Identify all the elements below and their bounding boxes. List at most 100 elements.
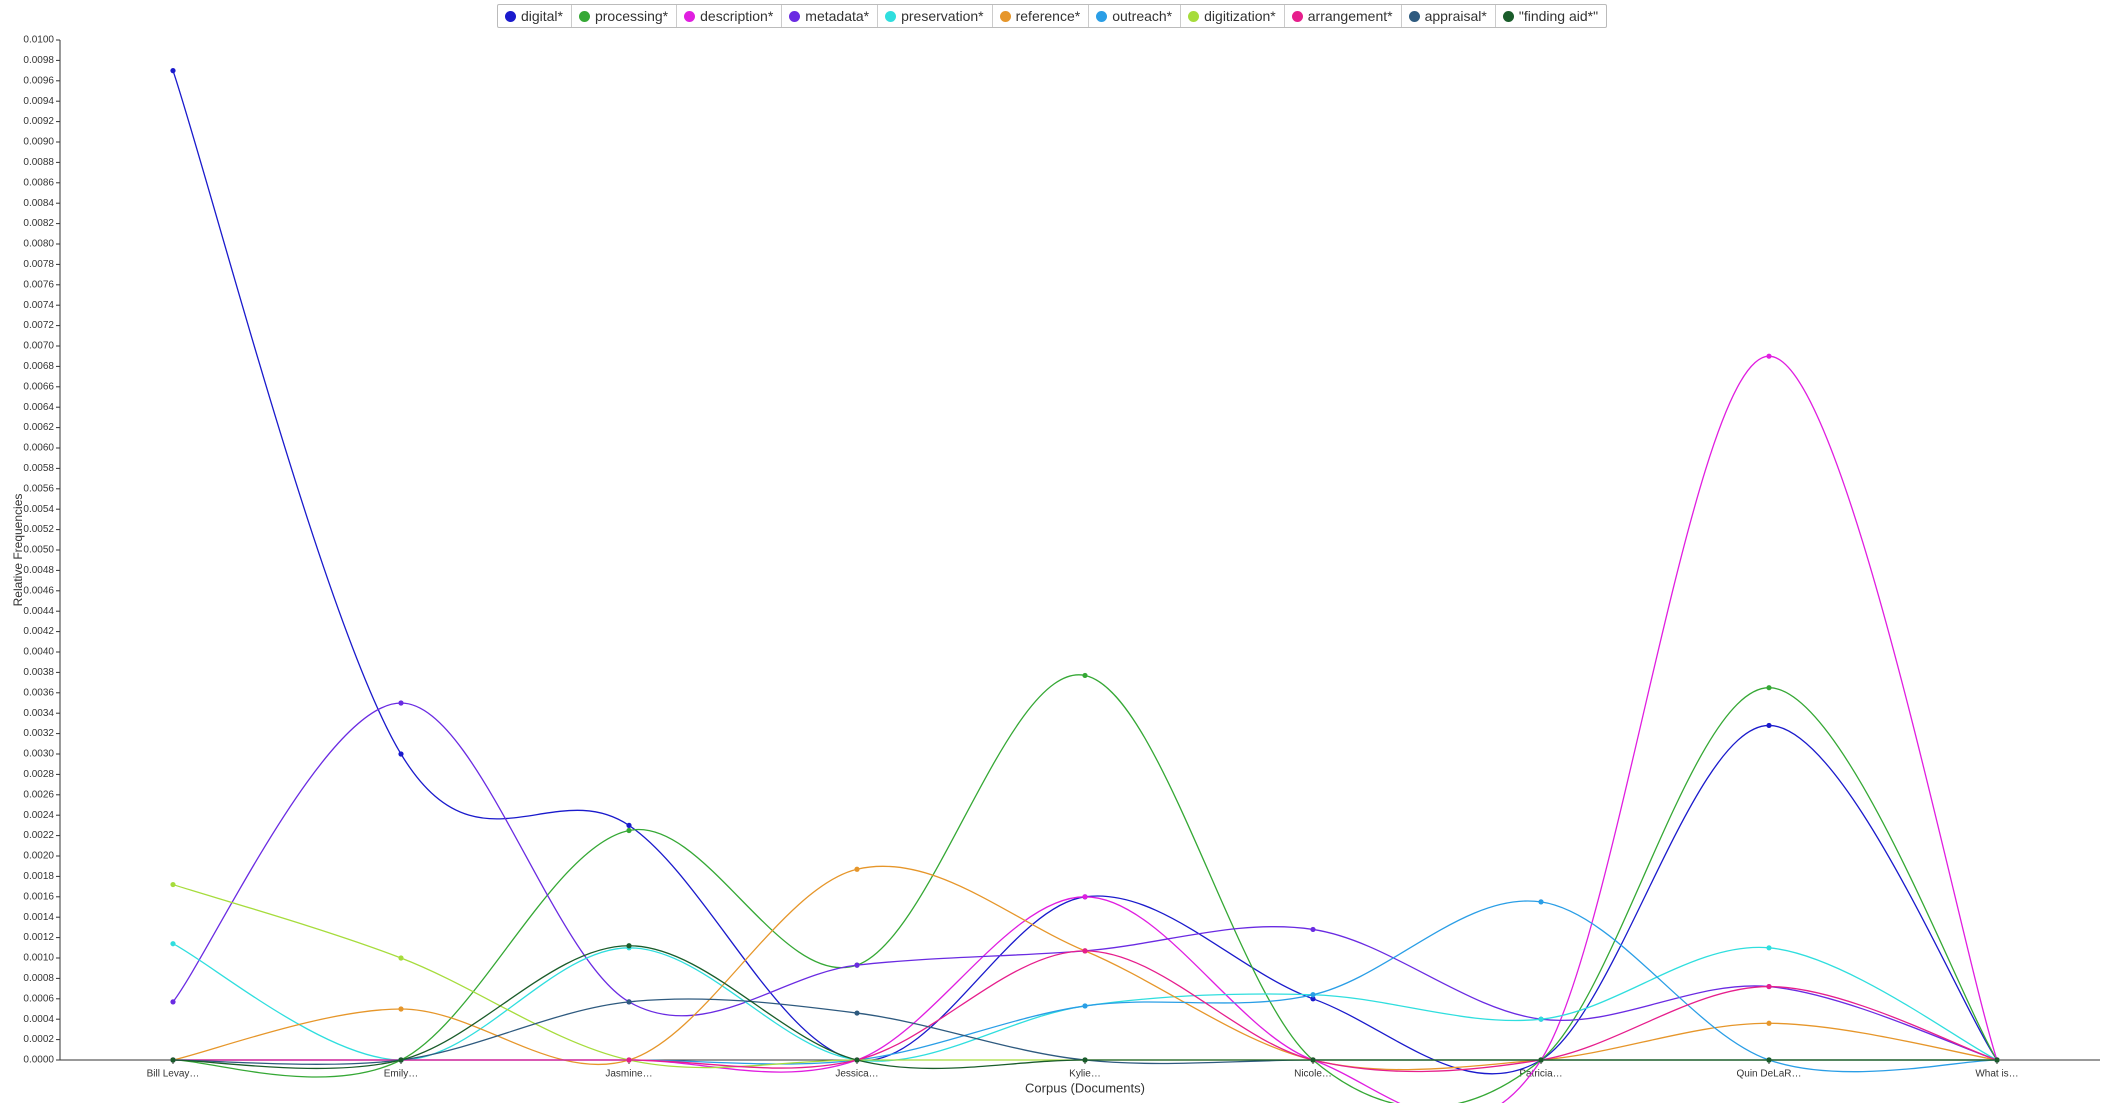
data-point [1538, 1057, 1544, 1063]
legend: digital* processing* description* metadata*… [0, 4, 2104, 28]
data-point [398, 955, 404, 961]
legend-item[interactable]: digitization* [1181, 5, 1285, 27]
y-tick-label: 0.0056 [23, 483, 54, 494]
legend-swatch [885, 10, 897, 22]
y-tick-label: 0.0002 [23, 1034, 54, 1045]
y-tick-label: 0.0012 [23, 932, 54, 943]
data-point [1766, 1020, 1772, 1026]
series-line [172, 998, 1997, 1065]
y-tick-label: 0.0080 [23, 239, 54, 250]
data-point [398, 700, 404, 706]
data-point [1766, 353, 1772, 359]
y-tick-label: 0.0038 [23, 667, 54, 678]
x-axis-title: Corpus (Documents) [1025, 1080, 1145, 1095]
y-tick-label: 0.0010 [23, 953, 54, 964]
y-tick-label: 0.0076 [23, 279, 54, 290]
y-axis-title: Relative Frequencies [11, 494, 25, 607]
data-point [1766, 1057, 1772, 1063]
data-point [626, 822, 632, 829]
data-point [854, 962, 860, 968]
series-line [172, 900, 1998, 1073]
data-point [1082, 1057, 1088, 1063]
y-tick-label: 0.0058 [23, 463, 54, 474]
data-point [1310, 992, 1316, 998]
data-point [1082, 1003, 1088, 1009]
data-point [398, 751, 404, 757]
legend-label: description* [700, 8, 774, 24]
x-tick-label: Jessica… [835, 1069, 878, 1080]
x-tick-label: Emily… [384, 1069, 418, 1080]
legend-item[interactable]: arrangement* [1285, 5, 1402, 27]
series-line [172, 70, 1998, 1075]
y-tick-label: 0.0028 [23, 769, 54, 780]
y-tick-label: 0.0040 [23, 647, 54, 658]
legend-swatch [578, 10, 590, 22]
data-point [1538, 899, 1544, 905]
y-tick-label: 0.0034 [23, 708, 54, 719]
y-tick-label: 0.0086 [23, 177, 54, 188]
y-tick-label: 0.0064 [23, 402, 54, 413]
legend-swatch [1502, 10, 1514, 22]
y-tick-label: 0.0042 [23, 626, 54, 637]
y-tick-label: 0.0074 [23, 300, 54, 311]
y-tick-label: 0.0004 [23, 1014, 54, 1025]
x-tick-label: Nicole… [1294, 1069, 1332, 1080]
legend-label: processing* [594, 8, 669, 24]
y-tick-label: 0.0088 [23, 157, 54, 168]
x-tick-label: Jasmine… [605, 1069, 652, 1080]
data-point [1766, 945, 1772, 951]
data-point [1082, 672, 1088, 679]
series-line [172, 674, 1998, 1103]
y-tick-label: 0.0062 [23, 422, 54, 433]
data-point [1538, 1016, 1544, 1022]
y-tick-label: 0.0014 [23, 912, 54, 923]
y-tick-label: 0.0022 [23, 830, 54, 841]
y-tick-label: 0.0096 [23, 75, 54, 86]
legend-item[interactable]: digital* [498, 5, 572, 27]
y-tick-label: 0.0090 [23, 137, 54, 148]
y-tick-label: 0.0026 [23, 789, 54, 800]
y-tick-label: 0.0066 [23, 381, 54, 392]
y-tick-label: 0.0036 [23, 687, 54, 698]
legend-item[interactable]: reference* [993, 5, 1090, 27]
y-tick-label: 0.0098 [23, 55, 54, 66]
legend-box: digital* processing* description* metadata*… [496, 4, 1608, 28]
y-tick-label: 0.0018 [23, 871, 54, 882]
y-tick-label: 0.0008 [23, 973, 54, 984]
data-point [170, 1057, 176, 1063]
y-tick-label: 0.0044 [23, 606, 54, 617]
legend-item[interactable]: "finding aid*" [1496, 5, 1606, 27]
legend-label: reference* [1015, 8, 1081, 24]
y-tick-label: 0.0020 [23, 851, 54, 862]
legend-swatch [1408, 10, 1420, 22]
legend-item[interactable]: processing* [572, 5, 678, 27]
legend-label: digitization* [1204, 8, 1276, 24]
data-point [398, 1006, 404, 1012]
legend-label: arrangement* [1307, 8, 1393, 24]
y-tick-label: 0.0078 [23, 259, 54, 270]
y-tick-label: 0.0084 [23, 198, 54, 209]
y-tick-label: 0.0070 [23, 341, 54, 352]
data-point [170, 881, 176, 888]
legend-item[interactable]: outreach* [1089, 5, 1182, 27]
legend-label: digital* [520, 8, 563, 24]
y-tick-label: 0.0050 [23, 545, 54, 556]
y-tick-label: 0.0072 [23, 320, 54, 331]
y-tick-label: 0.0032 [23, 728, 54, 739]
x-tick-label: Kylie… [1069, 1069, 1101, 1080]
legend-label: appraisal* [1424, 8, 1487, 24]
legend-item[interactable]: appraisal* [1402, 5, 1496, 27]
data-point [170, 941, 176, 947]
y-tick-label: 0.0054 [23, 504, 54, 515]
y-tick-label: 0.0016 [23, 891, 54, 902]
data-point [398, 1057, 404, 1063]
legend-item[interactable]: preservation* [878, 5, 993, 27]
legend-item[interactable]: description* [677, 5, 783, 27]
data-point [626, 999, 632, 1005]
legend-item[interactable]: metadata* [782, 5, 879, 27]
legend-label: metadata* [805, 8, 870, 24]
series-line [172, 702, 1998, 1061]
x-tick-label: Bill Levay… [147, 1069, 200, 1080]
